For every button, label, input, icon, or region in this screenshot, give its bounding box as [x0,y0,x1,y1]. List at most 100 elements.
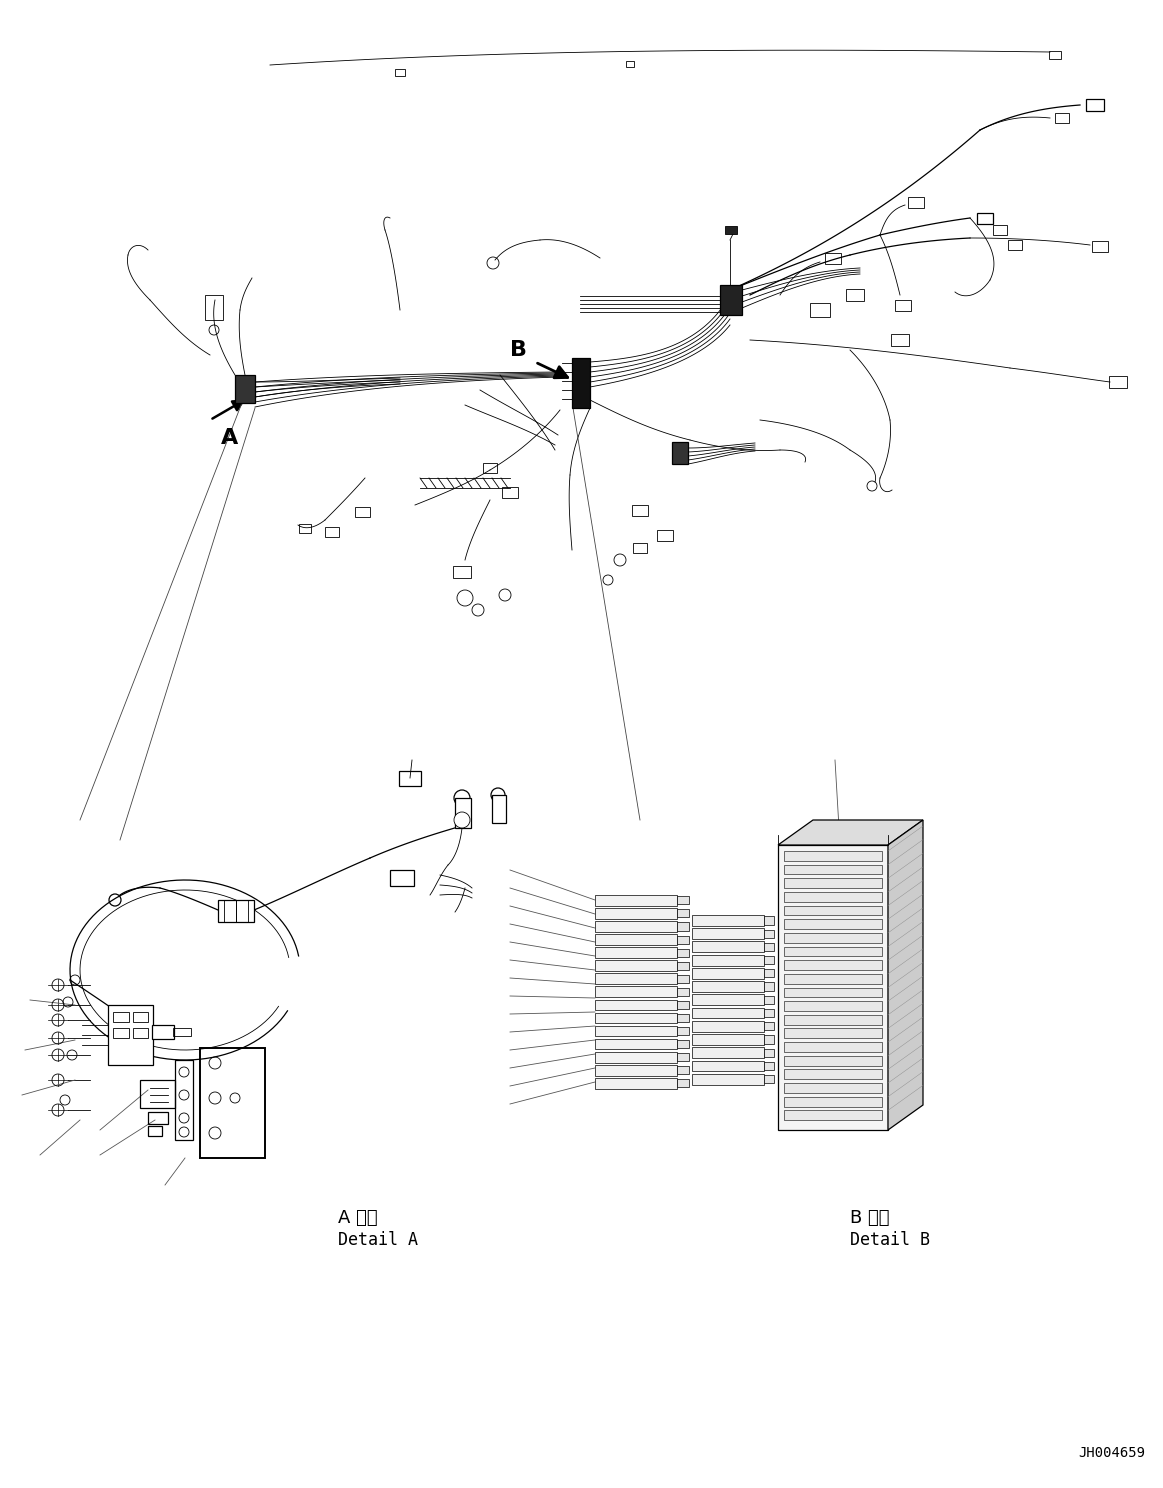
Bar [692,1034,764,1045]
Bar [784,851,882,862]
Bar [764,955,775,964]
Text: B 詳細: B 詳細 [850,1208,890,1228]
Bar [764,1049,775,1056]
Bar [224,900,236,923]
Bar [692,967,764,979]
Text: A: A [221,429,238,448]
Bar [764,917,775,924]
Bar [173,1028,191,1036]
Bar [677,1054,688,1061]
Bar [784,920,882,929]
Bar [677,1067,688,1074]
Bar [764,995,775,1004]
Bar [633,543,647,554]
Bar [595,894,677,906]
Bar [784,1070,882,1079]
Bar [784,1042,882,1052]
Bar [677,1040,688,1048]
Bar [784,865,882,875]
Polygon shape [778,820,923,845]
Bar [677,961,688,970]
Bar [784,878,882,888]
Bar [764,982,775,991]
Bar [595,973,677,984]
Bar [595,987,677,997]
Bar [595,960,677,972]
Bar [692,1074,764,1085]
Bar [784,973,882,984]
Bar [677,975,688,982]
Bar [784,891,882,902]
Bar [692,942,764,952]
Bar [140,1080,174,1109]
Bar [595,948,677,958]
Bar [764,943,775,951]
Bar [692,929,764,939]
Bar [677,923,688,930]
Text: Detail B: Detail B [850,1231,930,1248]
Bar [235,375,255,403]
Bar [1055,113,1069,124]
Bar [133,1028,148,1039]
Bar [764,969,775,978]
Bar [692,981,764,992]
Bar [677,1001,688,1009]
Bar [324,527,338,537]
Bar [595,921,677,931]
Bar [764,1076,775,1083]
Bar [200,1048,265,1158]
Bar [896,299,911,311]
Bar [657,530,673,540]
Bar [217,900,254,923]
Bar [784,1028,882,1039]
Bar [784,1110,882,1120]
Bar [390,870,414,885]
Text: JH004659: JH004659 [1078,1446,1146,1460]
Bar [784,1015,882,1025]
Bar [1110,376,1127,388]
Bar [908,196,923,207]
Bar [148,1126,162,1135]
Bar [113,1028,129,1039]
Circle shape [491,789,505,802]
Bar [1008,240,1022,250]
Bar [395,68,405,76]
Bar [692,1021,764,1031]
Bar [626,61,634,67]
Bar [677,936,688,943]
Bar [764,1009,775,1018]
Bar [299,524,311,533]
Bar [692,1061,764,1071]
Bar [595,1000,677,1010]
Bar [133,1012,148,1022]
Bar [632,504,648,515]
Bar [692,955,764,966]
Bar [595,1025,677,1036]
Bar [993,225,1007,235]
Bar [764,1062,775,1070]
Bar [595,1039,677,1049]
Bar [977,213,993,223]
Bar [492,795,506,823]
Bar [784,1056,882,1065]
Text: A 詳細: A 詳細 [338,1208,378,1228]
Bar [677,1013,688,1022]
Bar [108,1004,154,1065]
Bar [784,933,882,943]
Bar [113,1012,129,1022]
Bar [677,896,688,905]
Bar [595,934,677,945]
Circle shape [454,790,470,806]
Bar [784,906,882,915]
Bar [720,286,742,315]
Bar [725,226,737,234]
Bar [399,771,421,786]
Bar [692,915,764,926]
Bar [483,463,497,473]
Bar [672,442,688,464]
Bar [784,960,882,970]
Bar [677,988,688,995]
Circle shape [454,812,470,827]
Bar [784,946,882,957]
Bar [236,900,248,923]
